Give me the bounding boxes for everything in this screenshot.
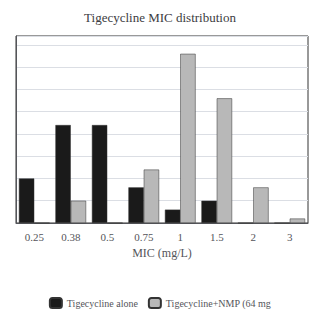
svg-text:Tigecycline MIC distribution: Tigecycline MIC distribution: [84, 10, 236, 25]
svg-text:0.25: 0.25: [25, 231, 45, 243]
svg-text:1: 1: [178, 231, 184, 243]
svg-text:3: 3: [287, 231, 293, 243]
svg-text:1.5: 1.5: [210, 231, 224, 243]
svg-text:2: 2: [251, 231, 257, 243]
svg-text:0.75: 0.75: [134, 231, 154, 243]
svg-text:Tigecycline alone: Tigecycline alone: [67, 298, 139, 309]
svg-text:0.5: 0.5: [100, 231, 114, 243]
svg-text:0.38: 0.38: [61, 231, 81, 243]
svg-text:Tigecycline+NMP (64 mg: Tigecycline+NMP (64 mg: [166, 298, 271, 310]
svg-text:MIC (mg/L): MIC (mg/L): [132, 246, 192, 260]
